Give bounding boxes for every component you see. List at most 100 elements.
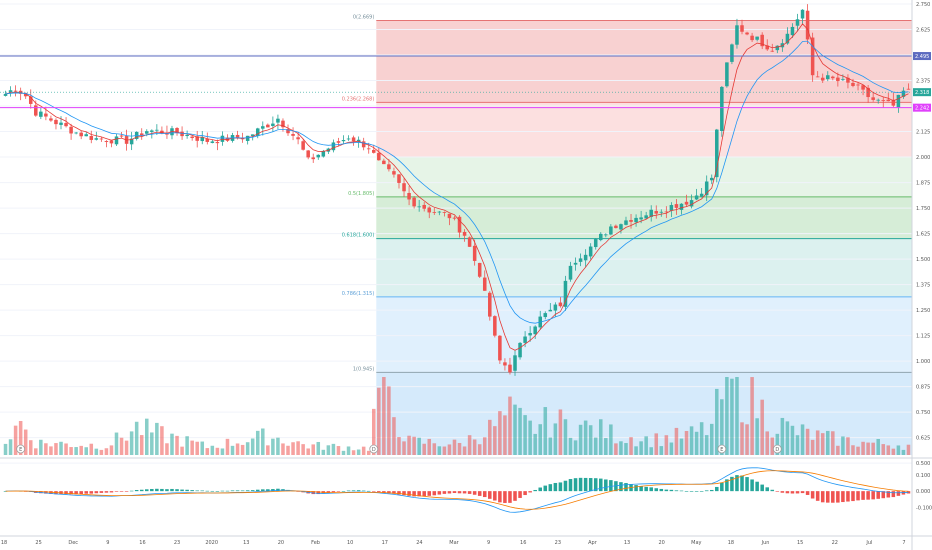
volume-bar [170, 433, 174, 455]
candle-body [417, 206, 421, 208]
macd-histogram-bar [498, 491, 502, 503]
ema-fast-line [5, 23, 909, 351]
time-tick-label: 2020 [205, 540, 218, 546]
volume-bar [805, 428, 810, 455]
candle-body [528, 333, 532, 336]
candle-body [271, 123, 275, 126]
candle-body [432, 212, 437, 213]
macd-histogram-bar [402, 491, 406, 496]
macd-histogram-bar [871, 491, 875, 500]
macd-histogram-bar [442, 491, 447, 494]
candle-body [397, 174, 401, 183]
volume-bar [49, 446, 53, 455]
volume-bar [573, 440, 578, 455]
time-tick-label: 25 [35, 540, 41, 546]
volume-bar [482, 437, 487, 455]
volume-bar [220, 448, 225, 455]
volume-bar [104, 448, 109, 455]
candle-body [896, 94, 901, 108]
macd-histogram-bar [548, 484, 553, 492]
macd-histogram-bar [170, 488, 174, 492]
macd-histogram-bar [553, 482, 558, 492]
candle-body [876, 99, 880, 101]
macd-histogram-bar [558, 482, 563, 492]
macd-histogram-bar [518, 491, 522, 498]
volume-bar [599, 419, 603, 455]
volume-bar [790, 425, 795, 455]
macd-histogram-bar [145, 489, 149, 492]
volume-bar [715, 388, 719, 455]
macd-histogram-bar [377, 491, 381, 493]
event-marker-label: D [775, 447, 779, 453]
volume-bar [689, 426, 694, 455]
candle-body [437, 211, 442, 213]
volume-bar [725, 377, 729, 455]
macd-histogram-bar [472, 491, 477, 495]
fib-zone [376, 196, 912, 239]
candle-body [624, 220, 628, 225]
volume-bar [235, 443, 240, 455]
volume-bar [286, 445, 290, 455]
candle-body [361, 141, 366, 148]
candle-body [583, 254, 588, 261]
volume-bar [553, 423, 558, 455]
candle-body [356, 139, 361, 142]
candle-body [306, 150, 310, 158]
candle-body [619, 224, 623, 230]
macd-histogram-bar [326, 491, 331, 494]
macd-histogram-bar [644, 486, 648, 492]
volume-bar [64, 443, 68, 455]
fib-zone [376, 157, 912, 197]
candle-body [699, 193, 704, 197]
volume-bar [800, 424, 805, 455]
macd-histogram-bar [69, 491, 73, 495]
macd-histogram-bar [316, 491, 321, 495]
time-tick-label: Dec [68, 540, 78, 546]
candle-body [831, 76, 835, 79]
volume-bar [568, 437, 573, 455]
volume-bar [114, 432, 119, 455]
macd-histogram-bar [114, 491, 119, 492]
macd-histogram-bar [266, 489, 270, 492]
candle-body [139, 133, 144, 136]
macd-histogram-bar [765, 487, 769, 492]
candle-body [775, 45, 780, 51]
time-tick-label: 9 [487, 540, 490, 546]
candle-body [49, 118, 53, 121]
volume-bar [336, 446, 341, 455]
macd-histogram-bar [876, 491, 880, 499]
volume-bar [896, 445, 901, 455]
volume-bar [89, 443, 94, 455]
volume-bar [3, 443, 8, 455]
macd-histogram-bar [175, 489, 179, 492]
macd-histogram-bar [861, 491, 865, 500]
fib-label: 0.618(1.600) [342, 233, 375, 239]
macd-histogram-bar [271, 489, 275, 492]
macd-histogram-bar [810, 491, 815, 499]
volume-bar [493, 426, 497, 455]
fibonacci-zones [376, 20, 912, 455]
candle-body [477, 262, 482, 277]
volume-bar [442, 446, 447, 455]
price-axis: 2.7502.6252.5002.3752.2502.1252.0001.875… [911, 0, 932, 550]
candle-body [684, 201, 689, 205]
macd-histogram-bar [200, 490, 205, 492]
macd-histogram-bar [104, 491, 109, 493]
volume-bar [382, 377, 386, 455]
volume-bar [649, 447, 653, 455]
macd-histogram-bar [881, 491, 886, 499]
candle-body [533, 326, 537, 335]
fib-label: 0.786(1.315) [342, 291, 375, 297]
volume-bar [709, 423, 714, 455]
candle-body [679, 203, 684, 210]
time-tick-label: Feb [311, 540, 320, 546]
macd-histogram-bar [528, 491, 532, 493]
candle-body [609, 226, 613, 235]
macd-histogram-bar [210, 490, 215, 492]
candle-body [382, 160, 386, 165]
macd-histogram-bar [134, 490, 139, 492]
macd-histogram-bar [372, 491, 376, 492]
macd-histogram-bar [452, 491, 457, 494]
volume-bar [356, 449, 361, 455]
